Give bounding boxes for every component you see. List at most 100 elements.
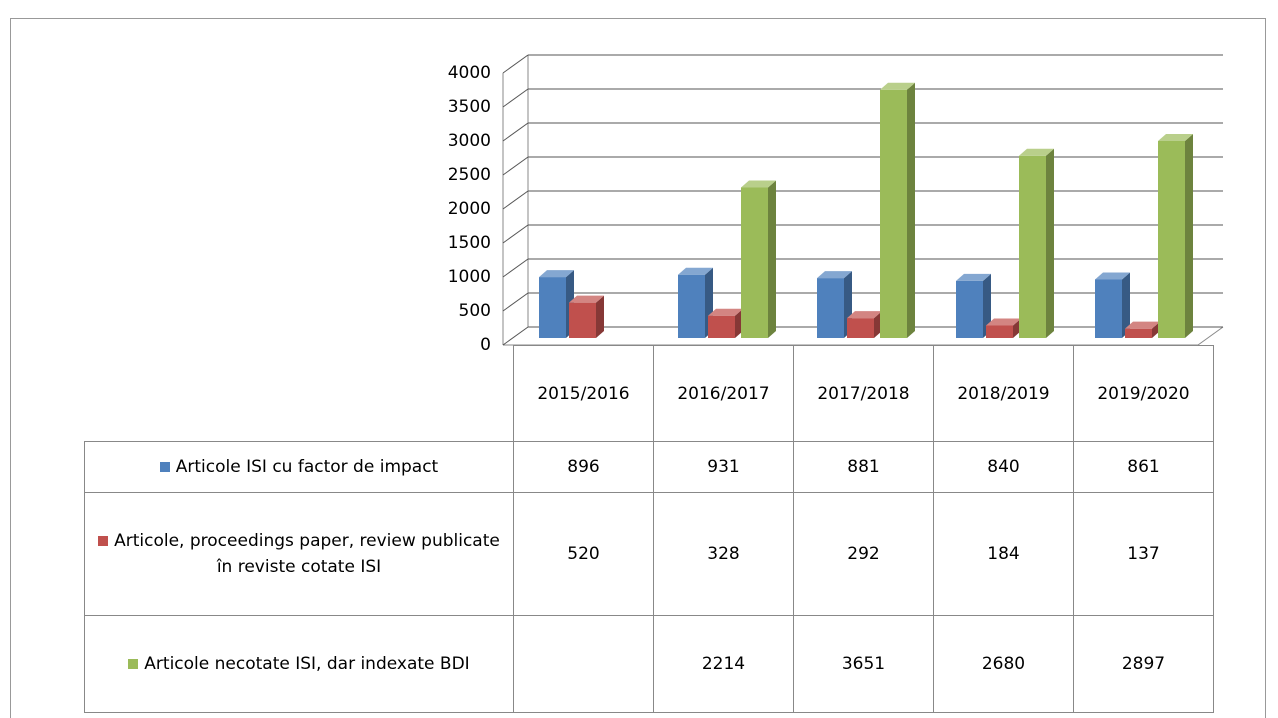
chart-frame [10,18,1266,718]
bar-top [708,308,743,316]
grid-line [502,190,529,210]
table-row: Articole, proceedings paper, review publ… [84,492,1214,616]
y-tick-label: 2000 [448,199,491,219]
bar-top [539,270,574,278]
bar-top [817,271,852,279]
bar-side [1046,148,1054,338]
bar-front [1019,155,1046,338]
bar [741,180,776,338]
y-tick-label: 1000 [448,267,491,287]
bar-front [539,277,566,338]
bar-side [768,180,776,338]
legend-cell: Articole ISI cu factor de impact [84,441,514,493]
bar-top [1125,321,1160,329]
bar-side [1122,272,1130,338]
bar-side [1185,134,1193,338]
grid-line [502,292,529,312]
bar-front [847,318,874,338]
data-label: 3651 [793,615,934,713]
bar-front [817,278,844,338]
table-header-row: 2015/2016 2016/2017 2017/2018 2018/2019 2019… [84,345,1214,442]
grid-line [502,88,529,108]
bar-front [1125,328,1152,338]
bar-front [569,302,596,338]
bar [847,311,882,338]
x-tick-label: 2017/2018 [793,345,934,442]
legend-key [128,659,139,669]
bar-front [708,315,735,338]
blank-cell [84,345,514,442]
bar-front [880,89,907,339]
x-tick-label: 2015/2016 [513,345,654,442]
bar [986,318,1021,338]
bar [708,308,743,338]
bar-side [907,82,915,339]
data-label: 292 [793,492,934,616]
floor-edge [1197,326,1224,346]
data-table: 2015/2016 2016/2017 2017/2018 2018/2019 2019… [84,345,1214,713]
bar-top [847,311,882,319]
bar-top [986,318,1021,326]
legend-label: Articole ISI cu factor de impact [175,457,439,477]
data-label: 840 [933,441,1074,493]
legend-label: Articole, proceedings paper, review publ… [114,531,500,577]
data-label: 881 [793,441,934,493]
table-row: Articole necotate ISI, dar indexate BDI 2… [84,615,1214,713]
grid-line [502,156,529,176]
grid-line [502,326,529,346]
legend-label: Articole necotate ISI, dar indexate BDI [144,654,470,674]
bar-top [880,82,915,90]
bar [1095,272,1130,338]
y-tick-label: 3500 [448,97,491,117]
bar [539,270,574,338]
bar-front [986,325,1013,338]
grid-line [502,122,529,142]
bar-front [678,274,705,338]
bar [1158,134,1193,338]
bar-front [956,280,983,338]
bar [880,82,915,339]
bar-top [741,180,776,188]
legend-cell: Articole necotate ISI, dar indexate BDI [84,615,514,713]
bar-top [569,295,604,303]
legend-key [159,462,170,472]
data-label: 2680 [933,615,1074,713]
y-tick-label: 500 [459,301,491,321]
bar-top [678,267,713,275]
data-label: 861 [1073,441,1214,493]
y-tick-label: 2500 [448,165,491,185]
bar-front [1158,141,1185,338]
bar-top [1158,134,1193,142]
bar [817,271,852,338]
data-label: 2214 [653,615,794,713]
y-tick-label: 4000 [448,63,491,83]
grid-line [502,258,529,278]
data-label: 328 [653,492,794,616]
grid-line [502,224,529,244]
bar-top [1019,148,1054,156]
data-label [513,615,654,713]
bar-front [741,187,768,338]
data-label: 896 [513,441,654,493]
legend-cell: Articole, proceedings paper, review publ… [84,492,514,616]
bar [1125,321,1160,338]
bar-front [1095,279,1122,338]
x-tick-label: 2018/2019 [933,345,1074,442]
bar-top [956,273,991,281]
bar [678,267,713,338]
data-label: 184 [933,492,1074,616]
bar-top [1095,272,1130,280]
x-tick-label: 2019/2020 [1073,345,1214,442]
data-label: 137 [1073,492,1214,616]
bar [956,273,991,338]
bar-side [596,295,604,338]
bar [569,295,604,338]
grid-line [502,54,529,74]
legend-key [98,536,109,546]
y-tick-label: 3000 [448,131,491,151]
bar-side [983,273,991,338]
x-tick-label: 2016/2017 [653,345,794,442]
y-tick-label: 1500 [448,233,491,253]
